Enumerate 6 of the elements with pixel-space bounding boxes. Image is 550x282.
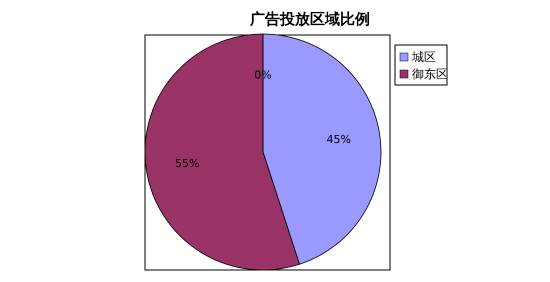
data-label: 45% bbox=[326, 133, 351, 146]
data-label: 55% bbox=[175, 157, 200, 170]
chart-title: 广告投放区域比例 bbox=[249, 10, 370, 28]
text: 0% bbox=[254, 68, 272, 82]
legend-label: 城区 bbox=[411, 50, 436, 64]
legend-label: 御东区 bbox=[412, 67, 448, 81]
